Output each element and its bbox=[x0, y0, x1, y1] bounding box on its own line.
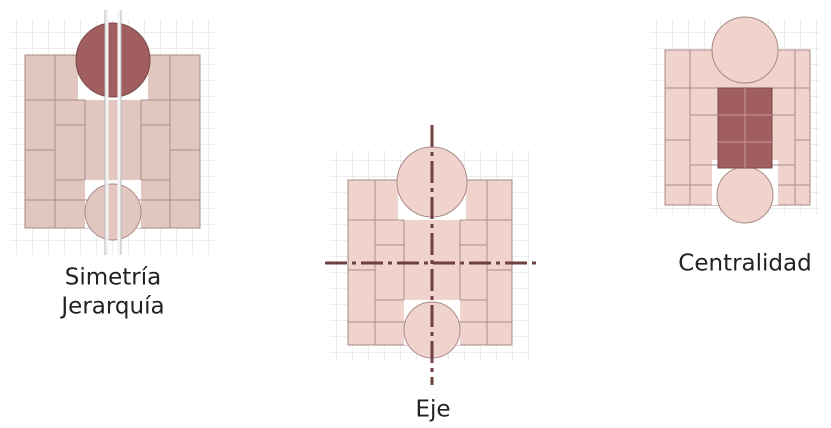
bottom-circle bbox=[716, 166, 774, 224]
bottom-circle bbox=[84, 183, 142, 241]
label: Jerarquía bbox=[59, 294, 164, 320]
figure-centrality: Centralidad bbox=[650, 16, 820, 277]
figure-axis: Eje bbox=[325, 125, 540, 423]
top-circle bbox=[75, 22, 151, 98]
cell-lines bbox=[25, 55, 200, 228]
label: Simetría bbox=[65, 265, 162, 291]
label: Eje bbox=[415, 397, 450, 423]
label: Centralidad bbox=[678, 251, 811, 277]
figure-symmetry: Simetría Jerarquía bbox=[10, 10, 215, 320]
top-circle bbox=[711, 16, 779, 84]
cell-lines bbox=[665, 50, 810, 205]
center-cells bbox=[718, 88, 772, 168]
